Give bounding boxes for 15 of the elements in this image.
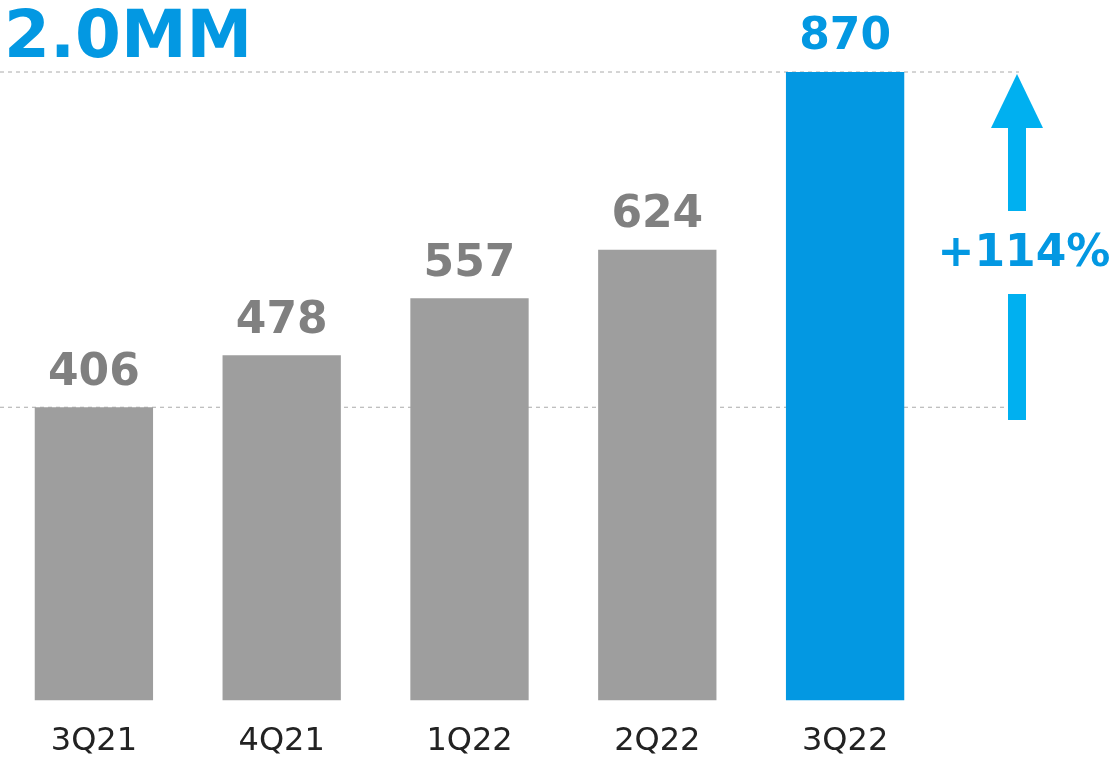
x-tick-label: 3Q21	[50, 720, 138, 759]
data-label: 557	[423, 234, 516, 286]
bar	[598, 249, 717, 701]
data-label: 624	[611, 186, 704, 238]
data-label: 406	[47, 343, 140, 395]
x-tick-label: 2Q22	[614, 720, 701, 759]
data-label: 870	[799, 8, 892, 60]
annotation: +114%	[937, 225, 1109, 277]
x-tick-label: 3Q22	[801, 720, 889, 759]
data-label: 478	[235, 291, 328, 343]
bar	[222, 355, 341, 701]
bar	[785, 72, 905, 701]
x-tick-label: 4Q21	[238, 720, 325, 759]
chart-title: 2.0MM	[4, 0, 253, 73]
x-tick-label: 1Q22	[426, 720, 513, 759]
